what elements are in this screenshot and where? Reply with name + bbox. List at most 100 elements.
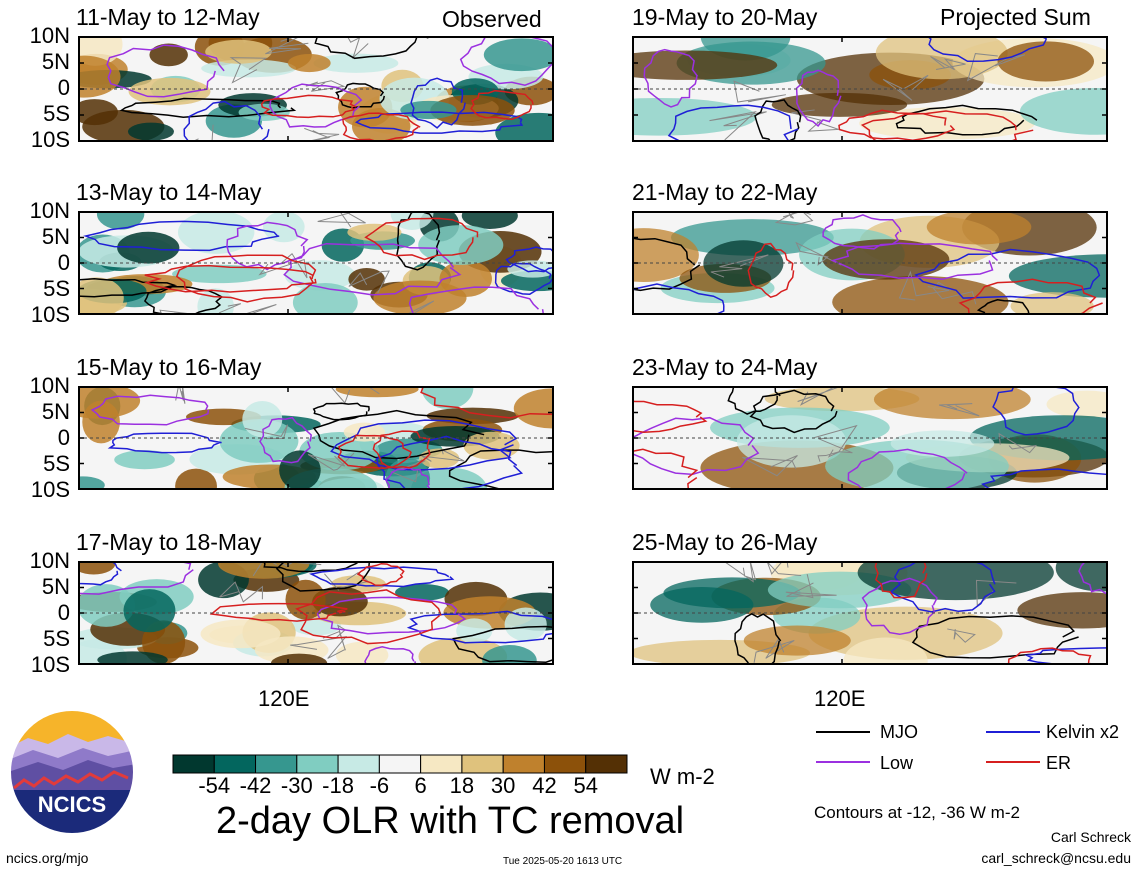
units-label: W m-2: [650, 764, 715, 789]
y-tick-label: 5S: [43, 276, 70, 301]
legend-label-kelvin: Kelvin x2: [1046, 722, 1120, 742]
contour-line: [144, 264, 317, 293]
olr-anomaly-blob: [843, 637, 928, 665]
olr-anomaly-blob: [114, 450, 175, 470]
olr-anomaly-blob: [78, 561, 116, 575]
contour-line: [632, 283, 725, 315]
y-tick-label: 10S: [30, 477, 70, 502]
olr-anomaly-blob: [335, 386, 419, 398]
olr-anomaly-blob: [78, 55, 121, 98]
olr-anomaly-blob: [97, 651, 168, 665]
panel-title: 17-May to 18-May: [76, 529, 262, 555]
olr-anomaly-blob: [335, 641, 389, 665]
colorbar-box: [213, 754, 257, 774]
contour-line: [727, 386, 781, 415]
panel-title: 25-May to 26-May: [632, 529, 818, 555]
olr-anomaly-blob: [287, 53, 331, 73]
contour-line: [889, 561, 996, 613]
olr-anomaly-blob: [632, 50, 778, 80]
panel-title: 13-May to 14-May: [76, 179, 262, 205]
colorbar-tick-label: 30: [490, 773, 516, 798]
olr-anomaly-blob: [670, 219, 834, 256]
y-tick-label: 10N: [29, 23, 70, 48]
author: Carl Schreck: [1050, 829, 1131, 845]
olr-anomaly-blob: [411, 467, 488, 490]
olr-anomaly-blob: [822, 239, 950, 280]
contour-line: [981, 468, 1108, 490]
y-tick-label: 0: [57, 425, 70, 450]
y-tick-label: 0: [57, 600, 70, 625]
contour-line: [312, 409, 485, 460]
olr-anomaly-blob: [703, 240, 784, 287]
olr-panel: [632, 386, 1108, 490]
y-tick-label: 10S: [30, 127, 70, 152]
contour-line: [78, 561, 194, 595]
contour-line: [895, 104, 1038, 136]
olr-anomaly-blob: [890, 430, 995, 457]
panel-title: 21-May to 22-May: [632, 179, 818, 205]
contour-line: [342, 112, 421, 142]
olr-anomaly-blob: [483, 38, 554, 72]
contour-line: [83, 220, 280, 252]
contour-line: [667, 104, 799, 142]
olr-anomaly-blob: [313, 53, 399, 73]
contour-line: [269, 83, 363, 128]
panel-title: 15-May to 16-May: [76, 354, 262, 380]
colorbar-tick-label: -42: [239, 773, 272, 798]
olr-anomaly-blob: [926, 211, 1032, 245]
y-tick-label: 0: [57, 250, 70, 275]
contour-line: [107, 432, 222, 454]
contour-line: [494, 262, 554, 295]
olr-panel: [632, 561, 1108, 665]
figure-title: 2-day OLR with TC removal: [216, 800, 685, 842]
contour-line: [119, 97, 297, 119]
coastline: [219, 561, 370, 659]
colorbar-tick-label: 18: [449, 773, 475, 798]
y-tick-label: 5N: [41, 49, 70, 74]
legend-label-low: Low: [880, 753, 914, 773]
olr-anomaly-blob: [347, 223, 402, 241]
contour-line: [1078, 561, 1108, 595]
olr-anomaly-blob: [873, 386, 1031, 420]
olr-anomaly-blob: [78, 476, 105, 490]
olr-anomaly-blob: [875, 36, 1008, 80]
olr-anomaly-blob: [242, 401, 283, 438]
colorbar-box: [420, 754, 463, 774]
contour-line: [632, 237, 701, 292]
y-tick-label: 10S: [30, 652, 70, 677]
contour-line: [330, 419, 518, 471]
panel-title: 19-May to 20-May: [632, 4, 818, 30]
olr-anomaly-blob: [482, 645, 537, 665]
colorbar-box: [255, 754, 298, 774]
olr-anomaly-blob: [348, 268, 385, 291]
olr-anomaly-blob: [201, 59, 297, 78]
x-tick-label: 120E: [258, 686, 310, 711]
olr-anomaly-blob: [390, 211, 434, 230]
panel-title: 23-May to 24-May: [632, 354, 818, 380]
y-tick-label: 10N: [29, 198, 70, 223]
olr-anomaly-blob: [123, 589, 176, 633]
contour-line: [356, 562, 405, 586]
contour-line: [734, 613, 782, 665]
y-tick-label: 0: [57, 75, 70, 100]
colorbar-tick-label: -6: [369, 773, 390, 798]
olr-anomaly-blob: [507, 260, 554, 278]
colorbar-tick-label: -30: [280, 773, 313, 798]
olr-anomaly-blob: [186, 408, 262, 426]
contour-line: [364, 217, 479, 261]
contour-line: [275, 561, 371, 592]
contour-line: [632, 400, 708, 434]
contour-line: [260, 94, 357, 119]
contour-line: [308, 566, 455, 588]
colorbar-box: [337, 754, 380, 774]
y-tick-label: 10N: [29, 548, 70, 573]
colorbar-box: [378, 754, 422, 774]
contour-line: [452, 625, 554, 663]
olr-anomaly-blob: [200, 619, 281, 649]
olr-anomaly-blob: [263, 211, 305, 243]
contour-line: [78, 277, 178, 298]
colorbar-box: [461, 754, 504, 774]
projected-sum-label: Projected Sum: [940, 4, 1091, 30]
contour-line: [958, 278, 1103, 315]
observed-label: Observed: [442, 6, 542, 32]
